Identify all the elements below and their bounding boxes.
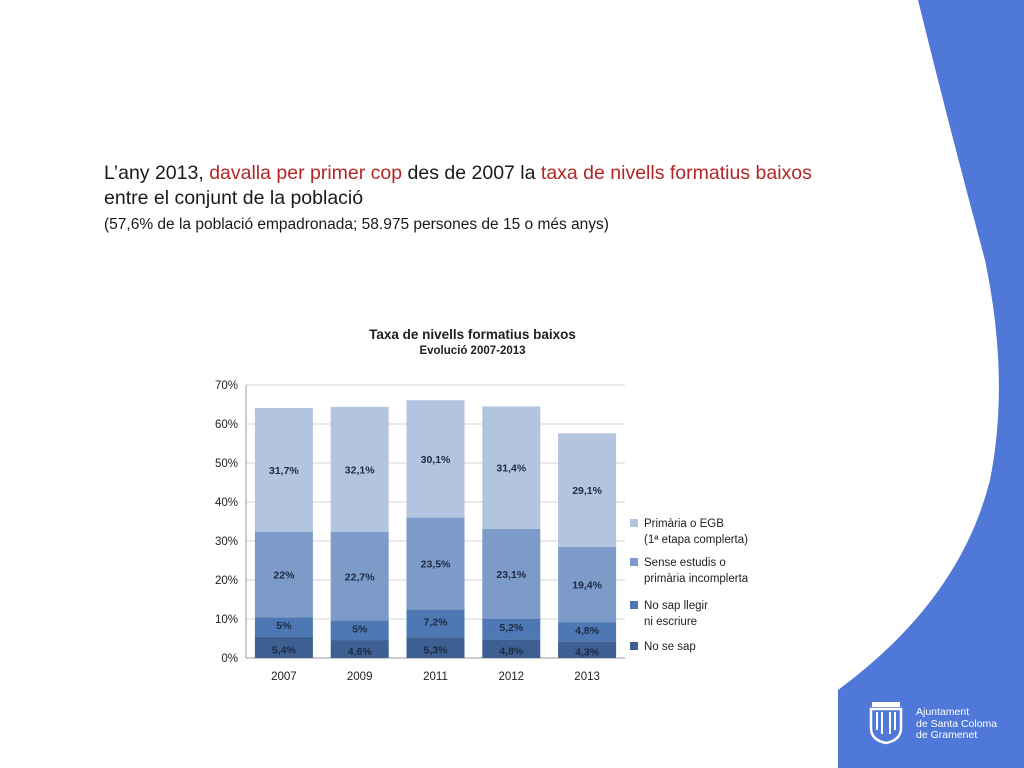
data-label: 5%	[352, 623, 368, 635]
y-tick-label: 40%	[215, 497, 238, 509]
bar-segment	[482, 619, 541, 640]
bar-segment	[558, 433, 617, 547]
data-label: 23,5%	[421, 558, 451, 570]
legend-label: Primària o EGB	[644, 518, 724, 530]
legend-swatch	[630, 558, 638, 566]
data-label: 32,1%	[345, 464, 375, 476]
bar-segment	[558, 546, 617, 623]
data-label: 4,6%	[348, 646, 373, 658]
y-tick-label: 70%	[215, 380, 238, 392]
legend-label: No sap llegir	[644, 600, 708, 612]
bar-segment	[482, 528, 541, 619]
data-label: 29,1%	[572, 485, 602, 497]
data-label: 7,2%	[424, 616, 449, 628]
bar-segment	[406, 517, 465, 610]
x-tick-label: 2007	[271, 671, 297, 683]
data-label: 4,8%	[575, 625, 600, 637]
data-label: 31,4%	[496, 463, 526, 475]
data-label: 19,4%	[572, 580, 602, 592]
headline-text-1: L’any 2013,	[104, 162, 210, 184]
municipal-logo: Ajuntament de Santa Coloma de Gramenet	[862, 698, 1012, 746]
logo-line-1: Ajuntament	[916, 706, 970, 718]
legend-label: (1ª etapa complerta)	[644, 534, 748, 546]
logo-line-3: de Gramenet	[916, 729, 978, 741]
bar-segment	[482, 406, 541, 529]
logo-text: Ajuntament de Santa Coloma de Gramenet	[916, 706, 998, 742]
headline-text-3: entre el conjunt de la població	[104, 187, 364, 209]
data-label: 22%	[273, 570, 295, 582]
data-label: 4,3%	[575, 647, 600, 659]
bar-segment	[558, 641, 617, 658]
y-tick-label: 0%	[221, 653, 238, 665]
headline-highlight-1: davalla per primer cop	[209, 162, 403, 184]
bar-segment	[406, 609, 465, 638]
legend-swatch	[630, 519, 638, 527]
data-label: 30,1%	[421, 454, 451, 466]
bar-segment	[330, 640, 389, 658]
data-label: 5%	[276, 620, 292, 632]
legend-label: primària incomplerta	[644, 573, 749, 585]
data-label: 31,7%	[269, 465, 299, 477]
logo-line-2: de Santa Coloma	[916, 717, 998, 730]
legend-swatch	[630, 642, 638, 650]
x-tick-label: 2011	[423, 671, 448, 683]
chart-title: Taxa de nivells formatius baixos	[369, 327, 576, 342]
bar-segment	[406, 400, 465, 518]
headline: L’any 2013, davalla per primer cop des d…	[104, 161, 824, 236]
data-label: 4,8%	[499, 646, 524, 658]
bar-segment	[254, 531, 313, 618]
y-tick-label: 10%	[215, 614, 238, 626]
y-tick-label: 50%	[215, 458, 238, 470]
data-label: 5,2%	[499, 622, 524, 634]
bar-segment	[254, 617, 313, 637]
legend-label: Sense estudis o	[644, 557, 726, 569]
data-label: 5,4%	[272, 644, 297, 656]
chart-title-block: Taxa de nivells formatius baixos Evoluci…	[300, 326, 645, 360]
x-tick-label: 2009	[347, 671, 373, 683]
bar-segment	[482, 639, 541, 658]
bar-segment	[330, 620, 389, 641]
bar-segment	[254, 408, 313, 532]
bar-segment	[558, 622, 617, 642]
headline-text-2: des de 2007 la	[402, 162, 541, 184]
y-tick-label: 60%	[215, 419, 238, 431]
data-label: 5,3%	[424, 645, 449, 657]
data-label: 22,7%	[345, 571, 375, 583]
x-tick-label: 2012	[499, 671, 525, 683]
y-tick-label: 30%	[215, 536, 238, 548]
legend-label: ni escriure	[644, 616, 697, 628]
legend-label: No se sap	[644, 641, 696, 653]
x-tick-label: 2013	[574, 671, 600, 683]
bar-segment	[254, 636, 313, 658]
bar-segment	[330, 406, 389, 533]
bar-segment	[330, 532, 389, 621]
y-tick-label: 20%	[215, 575, 238, 587]
coat-of-arms-icon	[869, 702, 903, 745]
data-label: 23,1%	[496, 569, 526, 581]
legend-swatch	[630, 601, 638, 609]
headline-highlight-2: taxa de nivells formatius baixos	[540, 162, 812, 184]
chart-subtitle: Evolució 2007-2013	[419, 345, 526, 357]
bar-segment	[406, 637, 465, 658]
headline-subline: (57,6% de la població empadronada; 58.97…	[104, 216, 609, 233]
